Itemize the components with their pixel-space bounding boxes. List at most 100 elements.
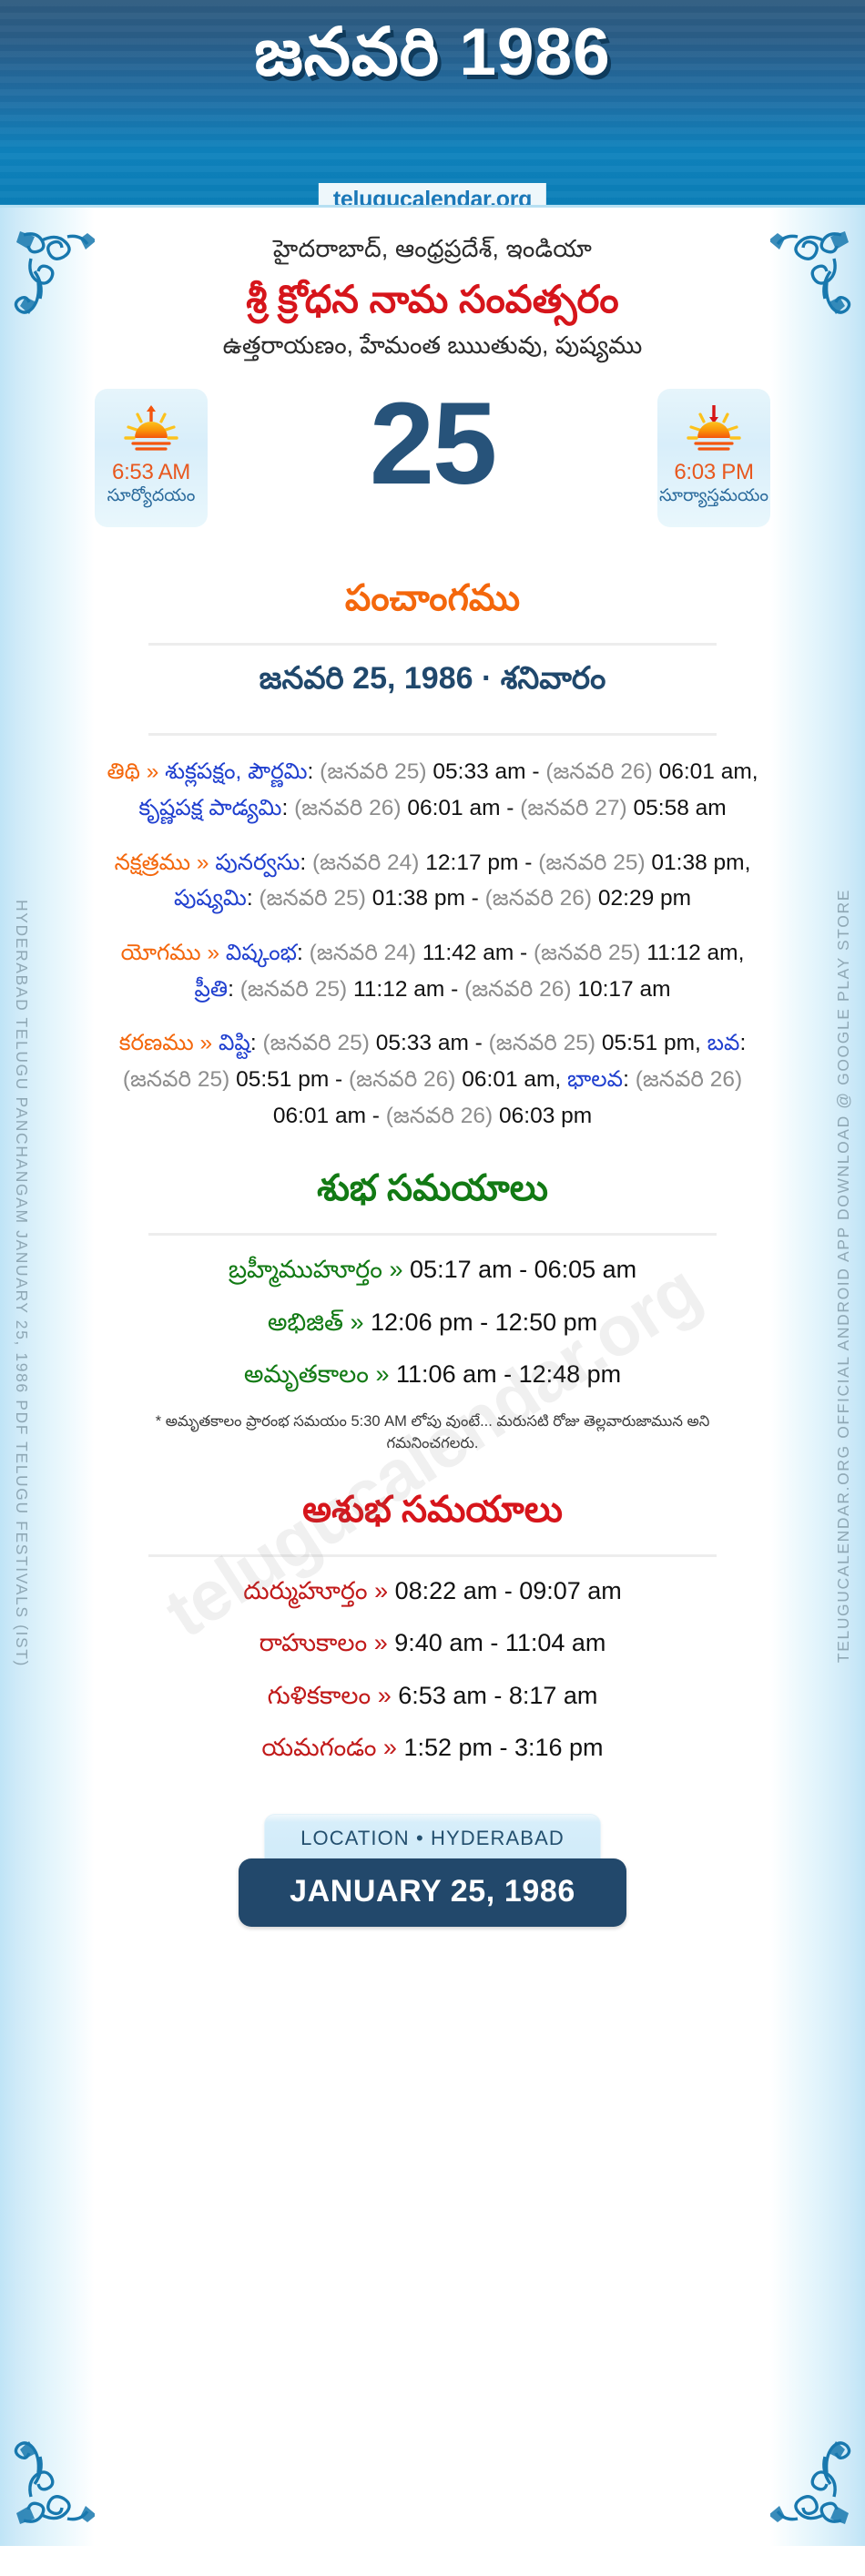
inauspicious-row: యమగండం » 1:52 pm - 3:16 pm	[95, 1714, 770, 1767]
inauspicious-row: గుళికకాలం » 6:53 am - 8:17 am	[95, 1662, 770, 1715]
panchangam-value-time: 05:58 am	[626, 795, 727, 820]
panchangam-value-time: 05:51 pm,	[595, 1031, 707, 1056]
divider	[148, 1553, 717, 1557]
panchangam-value-name: భాలవ	[567, 1067, 624, 1093]
panchangam-value-time: 06:01 am -	[401, 795, 521, 820]
location-line: హైదరాబాద్, ఆంధ్రప్రదేశ్, ఇండియా	[272, 235, 593, 262]
panchangam-value-date: (జనవరి 26)	[484, 886, 593, 911]
site-name-chip[interactable]: telugucalendar.org	[318, 183, 547, 205]
chevron-double-right-icon: »	[146, 759, 166, 785]
panchangam-value-time: 05:33 am -	[426, 759, 546, 785]
panchangam-value-time: :	[281, 795, 295, 820]
chevron-double-right-icon: »	[374, 1576, 395, 1604]
panchangam-value-time: 02:29 pm	[592, 886, 692, 911]
panchangam-row-label: కరణము	[118, 1031, 200, 1056]
panchangam-value-time: 06:01 am,	[455, 1067, 568, 1093]
panchangam-value-time: 11:42 am -	[416, 941, 534, 966]
chevron-double-right-icon: »	[373, 1629, 395, 1657]
chevron-double-right-icon: »	[207, 941, 226, 966]
ornament-bottom-left-icon	[7, 2428, 98, 2537]
panchangam-value-name: పునర్వసు	[215, 850, 300, 875]
chevron-double-right-icon: »	[382, 1734, 404, 1762]
inauspicious-row-label: గుళికకాలం	[267, 1681, 378, 1709]
ornament-top-left-icon	[7, 219, 98, 328]
chevron-double-right-icon: »	[389, 1256, 411, 1284]
panchangam-row: కరణము » విష్టి: (జనవరి 25) 05:33 am - (జ…	[95, 1007, 770, 1134]
auspicious-row-value: 11:06 am - 12:48 pm	[396, 1360, 622, 1389]
panchangam-value-name: బవ	[707, 1031, 740, 1056]
panchangam-value-date: (జనవరి 25)	[488, 1031, 596, 1056]
panchangam-value-name: విష్టి	[218, 1031, 250, 1056]
panchangam-row-label: తిథి	[107, 759, 147, 785]
panchangam-value-time: 11:12 am -	[347, 976, 465, 1002]
sunrise-label: సూర్యోదయం	[107, 486, 196, 506]
sun-and-date-row: 6:53 AM సూర్యోదయం 25	[95, 382, 770, 544]
panchangam-value-time: 06:03 pm	[493, 1103, 593, 1128]
panchangam-value-date: (జనవరి 26)	[294, 795, 402, 820]
right-vertical-caption: TELUGUCALENDAR.ORG OFFICIAL ANDROID APP …	[834, 889, 852, 1664]
panchangam-value-date: (జనవరి 24)	[309, 941, 417, 966]
panchangam-value-time: 06:01 am -	[272, 1103, 386, 1128]
auspicious-row-label: అభిజిత్	[267, 1308, 351, 1336]
chevron-double-right-icon: »	[196, 850, 216, 875]
panchangam-row-label: నక్షత్రము	[114, 850, 197, 875]
panchangam-value-date: (జనవరి 26)	[464, 976, 572, 1002]
inauspicious-row: రాహుకాలం » 9:40 am - 11:04 am	[95, 1609, 770, 1662]
panchangam-row-label: యోగము	[120, 941, 208, 966]
panchangam-value-date: (జనవరి 26)	[349, 1067, 456, 1093]
auspicious-title: శుభ సమయాలు	[317, 1168, 548, 1209]
chevron-double-right-icon: »	[199, 1031, 219, 1056]
panchangam-value-time: 11:12 am,	[640, 941, 745, 966]
sunrise-time: 6:53 AM	[112, 460, 190, 485]
panchangam-value-time: :	[623, 1067, 636, 1093]
inauspicious-title: అశుభ సమయాలు	[302, 1489, 563, 1530]
panchangam-row: నక్షత్రము » పునర్వసు: (జనవరి 24) 12:17 p…	[95, 827, 770, 917]
panchangam-value-time: :	[228, 976, 240, 1002]
panchangam-value-date: (జనవరి 24)	[312, 850, 420, 875]
inauspicious-row-label: రాహుకాలం	[259, 1629, 374, 1657]
panchangam-value-time: :	[300, 850, 313, 875]
inauspicious-row-label: దుర్ముహూర్తం	[243, 1576, 375, 1604]
divider	[148, 733, 717, 737]
panchangam-value-time: :	[249, 1031, 263, 1056]
chevron-double-right-icon: »	[375, 1360, 397, 1389]
divider	[148, 1233, 717, 1237]
auspicious-row: అభిజిత్ » 12:06 pm - 12:50 pm	[95, 1288, 770, 1341]
panchangam-value-date: (జనవరి 25)	[122, 1067, 230, 1093]
inauspicious-row-label: యమగండం	[261, 1734, 383, 1762]
panchangam-value-date: (జనవరి 27)	[520, 795, 627, 820]
panchangam-day-heading: జనవరి 25, 1986 · శనివారం	[259, 661, 606, 697]
chevron-double-right-icon: »	[377, 1681, 399, 1709]
inauspicious-rows: దుర్ముహూర్తం » 08:22 am - 09:07 am రాహుకా…	[95, 1557, 770, 1767]
panchangam-value-name: కృష్ణపక్ష పాడ్యమి	[138, 795, 282, 820]
panchangam-value-time: 05:33 am -	[369, 1031, 489, 1056]
auspicious-row-label: అమృతకాలం	[243, 1360, 376, 1389]
left-vertical-caption: HYDERABAD TELUGU PANCHANGAM JANUARY 25, …	[13, 900, 31, 1667]
auspicious-row-label: బ్రహ్మీముహూర్తం	[228, 1256, 390, 1284]
inauspicious-row-value: 9:40 am - 11:04 am	[394, 1629, 606, 1657]
panchangam-rows: తిథి » శుక్లపక్షం, పౌర్ణమి: (జనవరి 25) 0…	[95, 736, 770, 1134]
ayanam-ritu-masam-line: ఉత్తరాయణం, హేమంత ఋుతువు, పుష్యము	[222, 331, 643, 360]
inauspicious-row-value: 6:53 am - 8:17 am	[398, 1681, 598, 1709]
sunrise-box: 6:53 AM సూర్యోదయం	[95, 389, 208, 528]
panchangam-value-time: :	[307, 759, 321, 785]
panchangam-row: తిథి » శుక్లపక్షం, పౌర్ణమి: (జనవరి 25) 0…	[95, 736, 770, 826]
auspicious-rows: బ్రహ్మీముహూర్తం » 05:17 am - 06:05 am అభి…	[95, 1236, 770, 1393]
page-header: జనవరి 1986 telugucalendar.org	[0, 0, 865, 208]
panchangam-title: పంచాంగము	[344, 578, 521, 619]
panchangam-value-date: (జనవరి 26)	[385, 1103, 494, 1128]
page-body: HYDERABAD TELUGU PANCHANGAM JANUARY 25, …	[0, 208, 865, 2546]
panchangam-value-name: ప్రీతి	[194, 976, 229, 1002]
panchangam-value-name: పుష్యమి	[173, 886, 247, 911]
panchangam-value-time: :	[739, 1031, 747, 1056]
main-content: హైదరాబాద్, ఆంధ్రప్రదేశ్, ఇండియా శ్రీ క్ర…	[95, 208, 770, 2546]
sunset-label: సూర్యాస్తమయం	[658, 486, 769, 506]
ornament-top-right-icon	[767, 219, 858, 328]
footer-zone: LOCATION • HYDERABAD JANUARY 25, 1986	[95, 1813, 770, 1950]
date-chip: JANUARY 25, 1986	[239, 1858, 626, 1927]
ornament-bottom-right-icon	[767, 2428, 858, 2537]
panchangam-value-date: (జనవరి 26)	[545, 759, 653, 785]
panchangam-value-date: (జనవరి 26)	[635, 1067, 743, 1093]
panchangam-value-date: (జనవరి 25)	[534, 941, 641, 966]
